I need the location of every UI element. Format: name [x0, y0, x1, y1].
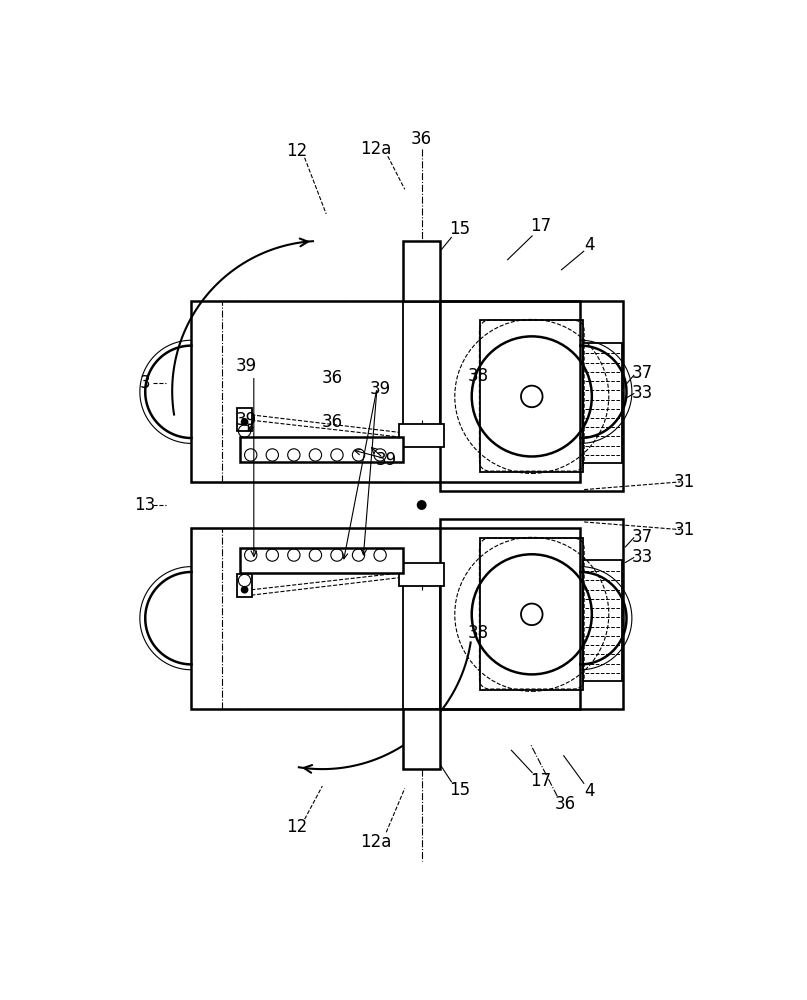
Bar — [583, 343, 622, 463]
Bar — [399, 563, 444, 586]
Text: 37: 37 — [631, 528, 652, 546]
Text: 12: 12 — [286, 818, 307, 836]
Text: 36: 36 — [554, 795, 575, 813]
Bar — [480, 538, 583, 690]
Circle shape — [240, 418, 249, 426]
Bar — [399, 424, 444, 447]
Bar — [404, 709, 440, 769]
Text: 39: 39 — [236, 411, 257, 429]
Text: 17: 17 — [529, 772, 551, 790]
Text: 12a: 12a — [361, 833, 392, 851]
Text: 12a: 12a — [361, 140, 392, 158]
Circle shape — [240, 586, 249, 594]
Text: 38: 38 — [468, 624, 489, 642]
Bar — [191, 528, 580, 709]
Text: 3: 3 — [140, 374, 151, 392]
Text: 39: 39 — [370, 380, 391, 398]
Bar — [440, 519, 624, 709]
Text: 31: 31 — [674, 521, 695, 539]
Text: 4: 4 — [584, 782, 595, 800]
Bar — [440, 301, 624, 491]
Text: 39: 39 — [236, 357, 257, 375]
Text: 15: 15 — [449, 220, 470, 238]
Text: 15: 15 — [449, 781, 470, 799]
Text: 39: 39 — [376, 451, 397, 469]
Text: 4: 4 — [584, 236, 595, 254]
Bar — [583, 560, 622, 681]
Text: 31: 31 — [674, 473, 695, 491]
Text: 33: 33 — [631, 384, 653, 402]
Text: 36: 36 — [322, 369, 343, 387]
Text: 37: 37 — [631, 364, 652, 382]
Bar — [191, 301, 580, 482]
Text: 12: 12 — [286, 142, 307, 160]
Text: 33: 33 — [631, 548, 653, 566]
Bar — [237, 408, 253, 431]
Circle shape — [417, 501, 426, 509]
Text: 36: 36 — [322, 413, 343, 431]
Bar — [240, 437, 404, 462]
Bar — [240, 548, 404, 573]
Text: 38: 38 — [468, 367, 489, 385]
Bar — [480, 320, 583, 472]
Bar — [237, 574, 253, 597]
Text: 36: 36 — [411, 130, 433, 148]
Text: 13: 13 — [135, 496, 156, 514]
Bar — [404, 241, 440, 301]
Text: 17: 17 — [529, 217, 551, 235]
